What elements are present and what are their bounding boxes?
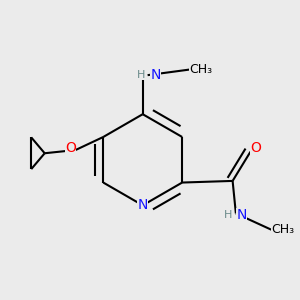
Text: H: H <box>224 210 232 220</box>
Text: O: O <box>65 141 76 155</box>
Text: CH₃: CH₃ <box>272 223 295 236</box>
Text: O: O <box>250 141 261 155</box>
Text: CH₃: CH₃ <box>189 63 212 76</box>
Text: N: N <box>137 198 148 212</box>
Text: H: H <box>137 70 145 80</box>
Text: N: N <box>151 68 161 82</box>
Text: N: N <box>236 208 247 222</box>
